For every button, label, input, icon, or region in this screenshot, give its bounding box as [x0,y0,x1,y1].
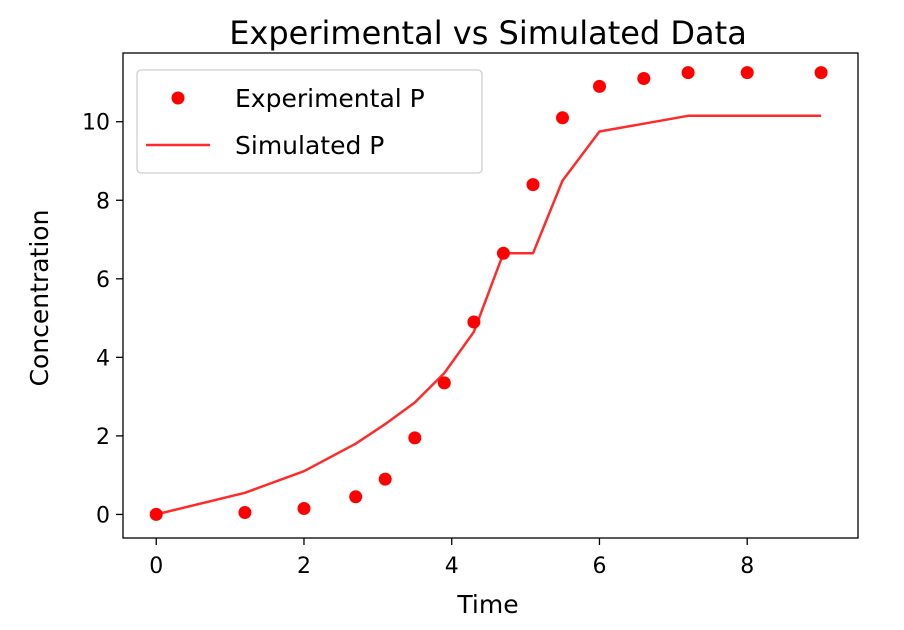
data-point-experimental [496,246,510,260]
y-tick-label: 8 [96,189,110,214]
data-point-experimental [378,472,392,486]
data-point-experimental [349,490,363,504]
data-point-experimental [556,111,569,125]
data-point-experimental [740,66,754,80]
legend-marker-experimental [171,91,185,105]
data-point-experimental [297,502,311,515]
x-axis-label: Time [456,590,518,619]
legend-label-simulated: Simulated P [235,131,384,160]
x-tick-label: 6 [592,554,606,579]
data-point-experimental [593,79,606,93]
y-tick-label: 6 [96,268,110,293]
data-point-experimental [149,507,163,521]
data-point-experimental [437,376,451,390]
data-point-experimental [467,315,481,329]
chart-title: Experimental vs Simulated Data [229,14,747,52]
data-point-experimental [814,66,828,80]
axis-ticks: 0 2 4 6 8 0 2 4 6 8 10 [82,111,754,579]
series-line-simulated [155,114,822,516]
y-tick-label: 4 [96,346,110,371]
data-point-experimental [408,431,422,445]
y-tick-label: 2 [96,425,110,450]
y-tick-label: 0 [96,503,110,528]
plot-area [149,66,828,521]
legend-box [136,69,483,174]
legend: Experimental P Simulated P [136,69,483,174]
y-tick-label: 10 [82,111,110,136]
x-tick-label: 2 [297,554,311,579]
plot-frame [122,52,859,539]
data-point-experimental [238,506,252,519]
x-tick-label: 0 [149,554,163,579]
x-tick-label: 8 [740,554,754,579]
x-tick-label: 4 [445,554,459,579]
y-axis-label: Concentration [25,210,54,387]
data-point-experimental [526,178,540,192]
data-point-experimental [637,72,651,85]
data-point-experimental [681,66,695,80]
legend-label-experimental: Experimental P [235,84,425,113]
